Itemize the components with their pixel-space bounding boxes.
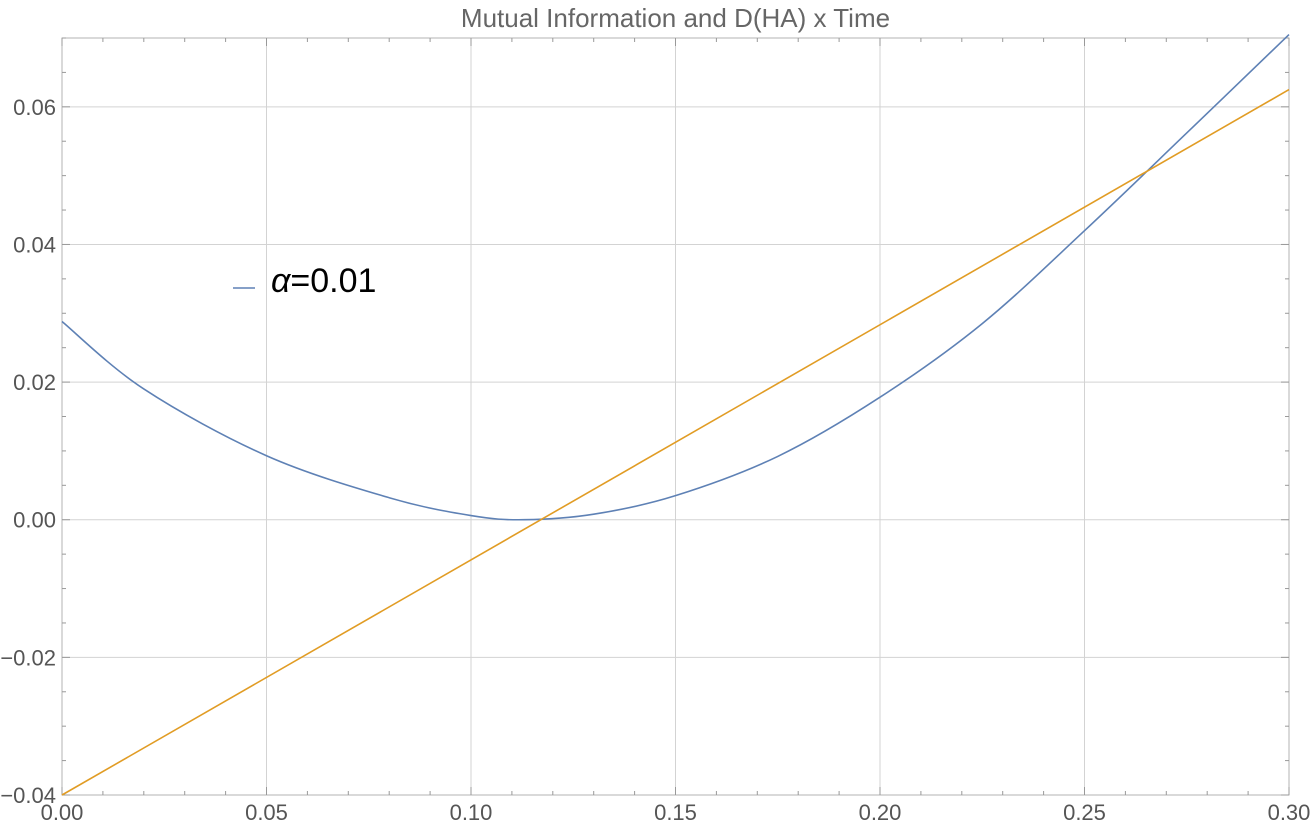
x-tick-label: 0.25 xyxy=(1063,800,1106,825)
x-tick-label: 0.20 xyxy=(859,800,902,825)
y-tick-label: 0.00 xyxy=(13,508,56,533)
legend-label: α=0.01 xyxy=(271,262,376,300)
series-layer xyxy=(61,33,1290,796)
legend-alpha-symbol: α xyxy=(271,262,292,300)
y-tick-label: 0.02 xyxy=(13,370,56,395)
x-tick-label: 0.05 xyxy=(245,800,288,825)
x-tick-label: 0.00 xyxy=(41,800,84,825)
y-tick-label: −0.02 xyxy=(0,645,56,670)
series-line-orange xyxy=(61,88,1290,796)
x-tick-label: 0.30 xyxy=(1268,800,1311,825)
y-tick-label: 0.04 xyxy=(13,232,56,257)
y-tick-label: 0.06 xyxy=(13,95,56,120)
y-tick-label: −0.04 xyxy=(0,783,56,808)
legend: α=0.01 xyxy=(233,262,376,300)
x-tick-label: 0.15 xyxy=(654,800,697,825)
x-axis-ticks: 0.00 0.05 0.10 0.15 0.20 0.25 0.30 xyxy=(41,800,1311,825)
grid-lines xyxy=(62,38,1289,795)
legend-alpha-value: =0.01 xyxy=(290,262,376,300)
chart-title: Mutual Information and D(HA) x Time xyxy=(461,3,890,33)
series-line-blue xyxy=(61,33,1290,521)
y-axis-ticks: −0.04 −0.02 0.00 0.02 0.04 0.06 xyxy=(0,95,56,808)
x-tick-label: 0.10 xyxy=(450,800,493,825)
